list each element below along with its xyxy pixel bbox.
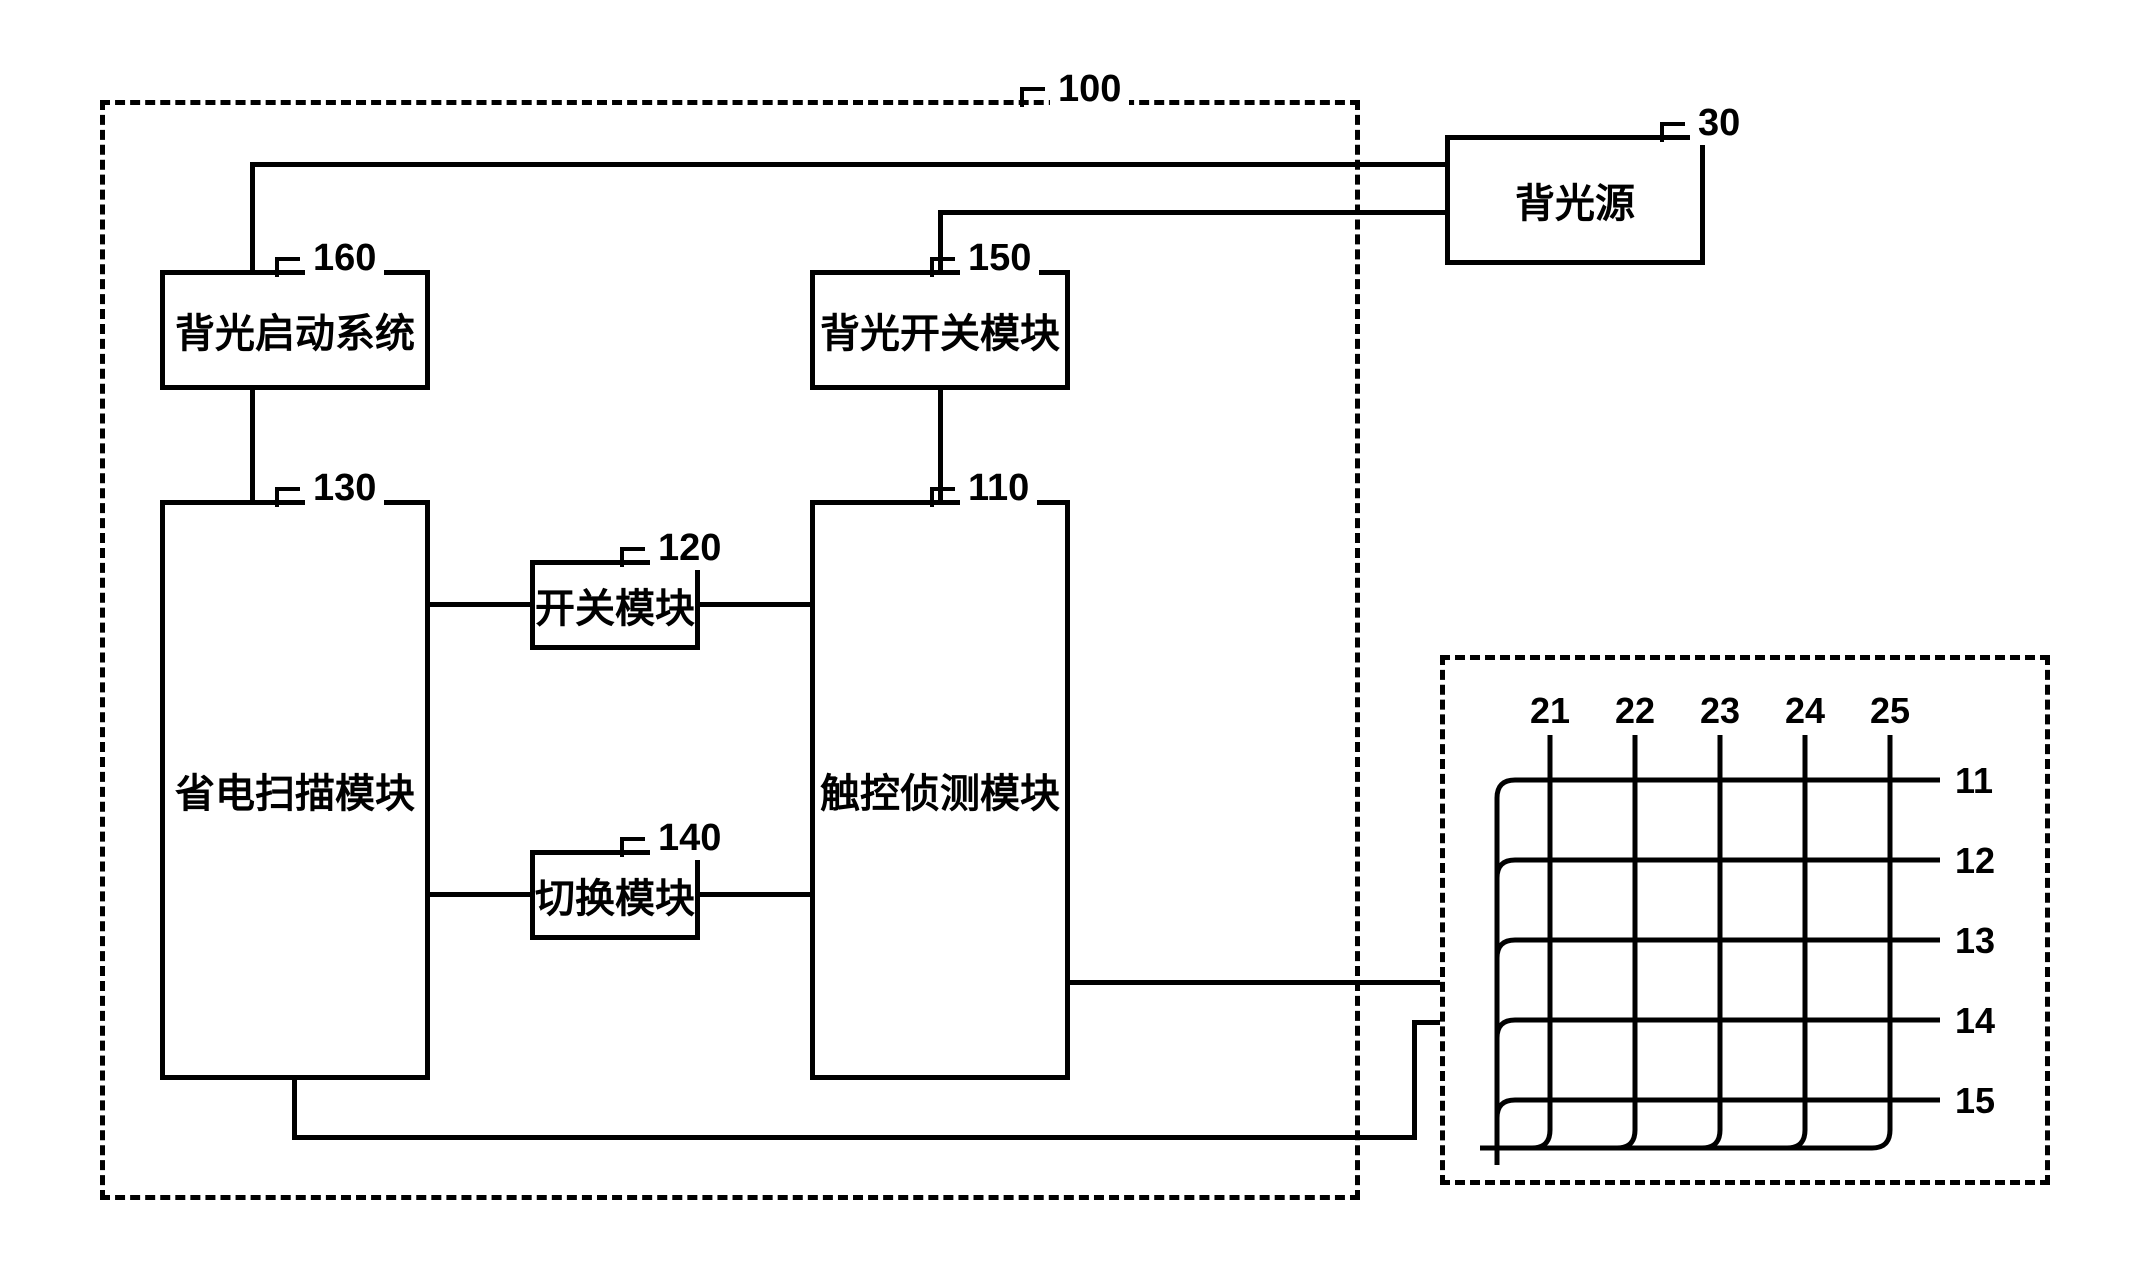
conn-120-110 [700,602,810,607]
conn-grid-in [1412,1020,1440,1025]
conn-130-grid-h [292,1135,1412,1140]
conn-110-grid [1070,980,1440,985]
diagram-container: 100 背光源 30 背光启动系统 160 背光开关模块 150 省电扫描模块 … [60,80,2088,1230]
conn-140-110 [700,892,810,897]
label-tick-110 [930,487,955,507]
grid-col-label-21: 21 [1530,690,1570,732]
box-backlight-text: 背光源 [1515,171,1635,229]
box-130-text: 省电扫描模块 [175,761,415,819]
label-30: 30 [1690,102,1748,145]
label-tick-140 [620,837,645,857]
conn-150-30-h [938,210,1445,215]
box-160-text: 背光启动系统 [175,301,415,359]
box-110-text: 触控侦测模块 [820,761,1060,819]
grid-col-label-23: 23 [1700,690,1740,732]
grid-col-label-25: 25 [1870,690,1910,732]
box-backlight: 背光源 [1445,135,1705,265]
box-backlight-start-system: 背光启动系统 [160,270,430,390]
label-tick-120 [620,547,645,567]
conn-130-120 [430,602,530,607]
label-140: 140 [650,817,729,860]
box-switch-module: 开关模块 [530,560,700,650]
label-tick-150 [930,257,955,277]
label-160: 160 [305,237,384,280]
conn-150-110 [938,390,943,500]
conn-160-up [250,162,255,270]
label-120: 120 [650,527,729,570]
label-150: 150 [960,237,1039,280]
box-backlight-switch-module: 背光开关模块 [810,270,1070,390]
grid-col-label-24: 24 [1785,690,1825,732]
conn-130-down [292,1080,297,1140]
label-tick-130 [275,487,300,507]
label-110: 110 [960,467,1037,510]
label-tick-30 [1660,122,1685,142]
box-150-text: 背光开关模块 [820,301,1060,359]
conn-160-30-h [250,162,1445,167]
label-100: 100 [1050,68,1129,111]
box-touch-detect-module: 触控侦测模块 [810,500,1070,1080]
grid-col-label-22: 22 [1615,690,1655,732]
box-140-text: 切换模块 [535,866,695,924]
conn-grid-up [1412,1020,1417,1140]
grid-row-label-13: 13 [1955,920,1995,962]
grid-row-label-15: 15 [1955,1080,1995,1122]
grid-row-label-14: 14 [1955,1000,1995,1042]
box-toggle-module: 切换模块 [530,850,700,940]
label-130: 130 [305,467,384,510]
grid-row-label-12: 12 [1955,840,1995,882]
box-120-text: 开关模块 [535,576,695,634]
label-tick-100 [1020,87,1045,107]
box-power-save-scan-module: 省电扫描模块 [160,500,430,1080]
label-tick-160 [275,257,300,277]
grid-row-label-11: 11 [1955,760,1993,802]
conn-160-130 [250,390,255,500]
conn-130-140 [430,892,530,897]
